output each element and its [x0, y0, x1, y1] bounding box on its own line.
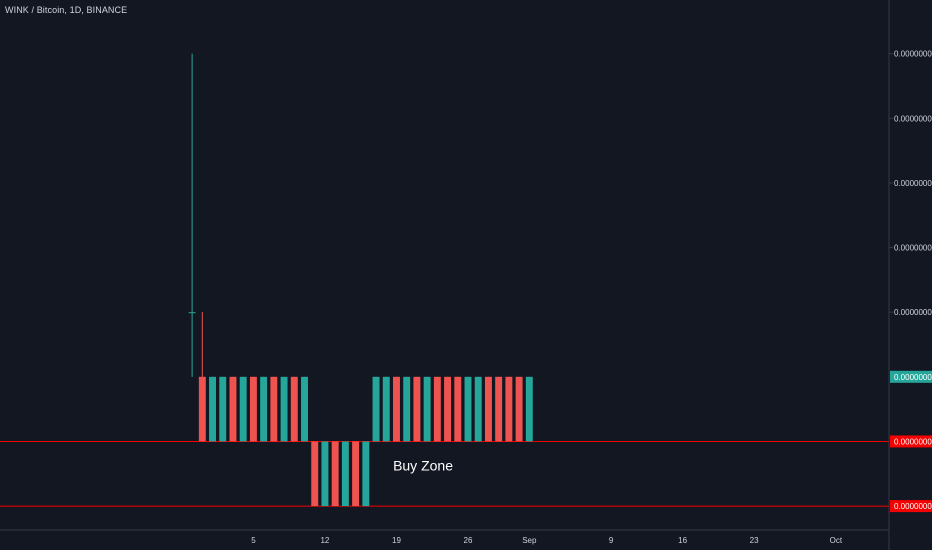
- candle: [525, 376, 533, 442]
- candle-body: [372, 376, 380, 442]
- candle-body: [423, 376, 431, 442]
- x-tick-label: 19: [392, 536, 401, 545]
- candle: [270, 376, 278, 442]
- buy-zone-annotation[interactable]: Buy Zone: [393, 458, 453, 474]
- level-2-badge: [890, 500, 932, 513]
- current-price-badge: [890, 370, 932, 383]
- candle-body: [352, 441, 360, 507]
- candle: [198, 312, 206, 442]
- candle-body: [321, 441, 329, 507]
- annotations: Buy Zone: [393, 458, 453, 474]
- candle-body: [444, 376, 452, 442]
- candle-body: [331, 441, 339, 507]
- candle-body: [301, 376, 308, 442]
- candle-body: [198, 376, 206, 442]
- candle: [362, 441, 370, 507]
- candle-body: [403, 376, 411, 442]
- candle: [484, 376, 492, 442]
- candle-body: [229, 376, 237, 442]
- candle: [392, 376, 400, 442]
- candle-body: [260, 376, 268, 442]
- candle: [280, 376, 288, 442]
- y-tick-label: 0.00000008: [894, 114, 932, 123]
- x-tick-label: 16: [678, 536, 687, 545]
- chart-title: WINK / Bitcoin, 1D, BINANCE: [5, 5, 128, 15]
- candle: [341, 441, 349, 507]
- candle-body: [392, 376, 400, 442]
- candle-body: [433, 376, 441, 442]
- candle-body: [382, 376, 390, 442]
- candle-body: [454, 376, 462, 442]
- y-tick-label: 0.00000007: [894, 179, 932, 188]
- time-axis: 5 12 19 26 Sep 9 16 23 Oct: [251, 536, 843, 545]
- candle: [209, 376, 217, 442]
- candle-body: [495, 376, 503, 442]
- candle: [464, 376, 472, 442]
- price-axis: 0.00000009 0.00000008 0.00000007 0.00000006…: [889, 50, 932, 317]
- candle: [352, 441, 360, 507]
- x-tick-label: 12: [320, 536, 329, 545]
- candle-body: [311, 441, 319, 507]
- price-axis-labels: 0.00000004 0.00000003 0.00000002: [890, 370, 932, 513]
- candle: [433, 376, 441, 442]
- level-1-label: 0.00000003: [894, 437, 932, 446]
- horizontal-lines: [0, 440, 889, 507]
- candle: [454, 376, 462, 442]
- candle: [403, 376, 411, 442]
- candles: [188, 53, 533, 507]
- candle: [515, 376, 523, 442]
- candle: [505, 376, 513, 442]
- candle: [495, 376, 503, 442]
- candle: [413, 376, 421, 442]
- candle-body: [188, 312, 196, 314]
- candle-body: [270, 376, 278, 442]
- candle: [382, 376, 390, 442]
- candle-body: [290, 376, 298, 442]
- y-tick-label: 0.00000006: [894, 244, 932, 253]
- y-tick-label: 0.00000009: [894, 50, 932, 59]
- candle-body: [525, 376, 533, 442]
- level-2-label: 0.00000002: [894, 502, 932, 511]
- candle-body: [413, 376, 421, 442]
- candle-body: [484, 376, 492, 442]
- x-tick-label: 26: [464, 536, 473, 545]
- candle-body: [239, 376, 247, 442]
- candle: [249, 376, 257, 442]
- candle: [423, 376, 431, 442]
- candle: [188, 53, 196, 377]
- x-tick-label: Sep: [522, 536, 537, 545]
- candle: [239, 376, 247, 442]
- candle: [331, 441, 339, 507]
- candle-body: [249, 376, 257, 442]
- x-tick-label: Oct: [830, 536, 843, 545]
- candle-body: [209, 376, 217, 442]
- candle: [311, 441, 319, 507]
- candle-body: [464, 376, 472, 442]
- candle-body: [280, 376, 288, 442]
- candle: [260, 376, 268, 442]
- candle-body: [515, 376, 523, 442]
- candle-body: [341, 441, 349, 507]
- candle: [321, 441, 329, 507]
- candle: [229, 376, 237, 442]
- candle: [301, 376, 308, 442]
- candle: [444, 376, 452, 442]
- x-tick-label: 9: [609, 536, 614, 545]
- x-tick-label: 23: [750, 536, 759, 545]
- current-price-label: 0.00000004: [894, 373, 932, 382]
- candle: [474, 376, 482, 442]
- candle: [219, 376, 227, 442]
- x-tick-label: 5: [251, 536, 256, 545]
- candle: [290, 376, 298, 442]
- candle-body: [362, 441, 370, 507]
- candle-body: [219, 376, 227, 442]
- candle-body: [474, 376, 482, 442]
- level-1-badge: [890, 435, 932, 448]
- candle: [372, 376, 380, 442]
- candle-body: [505, 376, 513, 442]
